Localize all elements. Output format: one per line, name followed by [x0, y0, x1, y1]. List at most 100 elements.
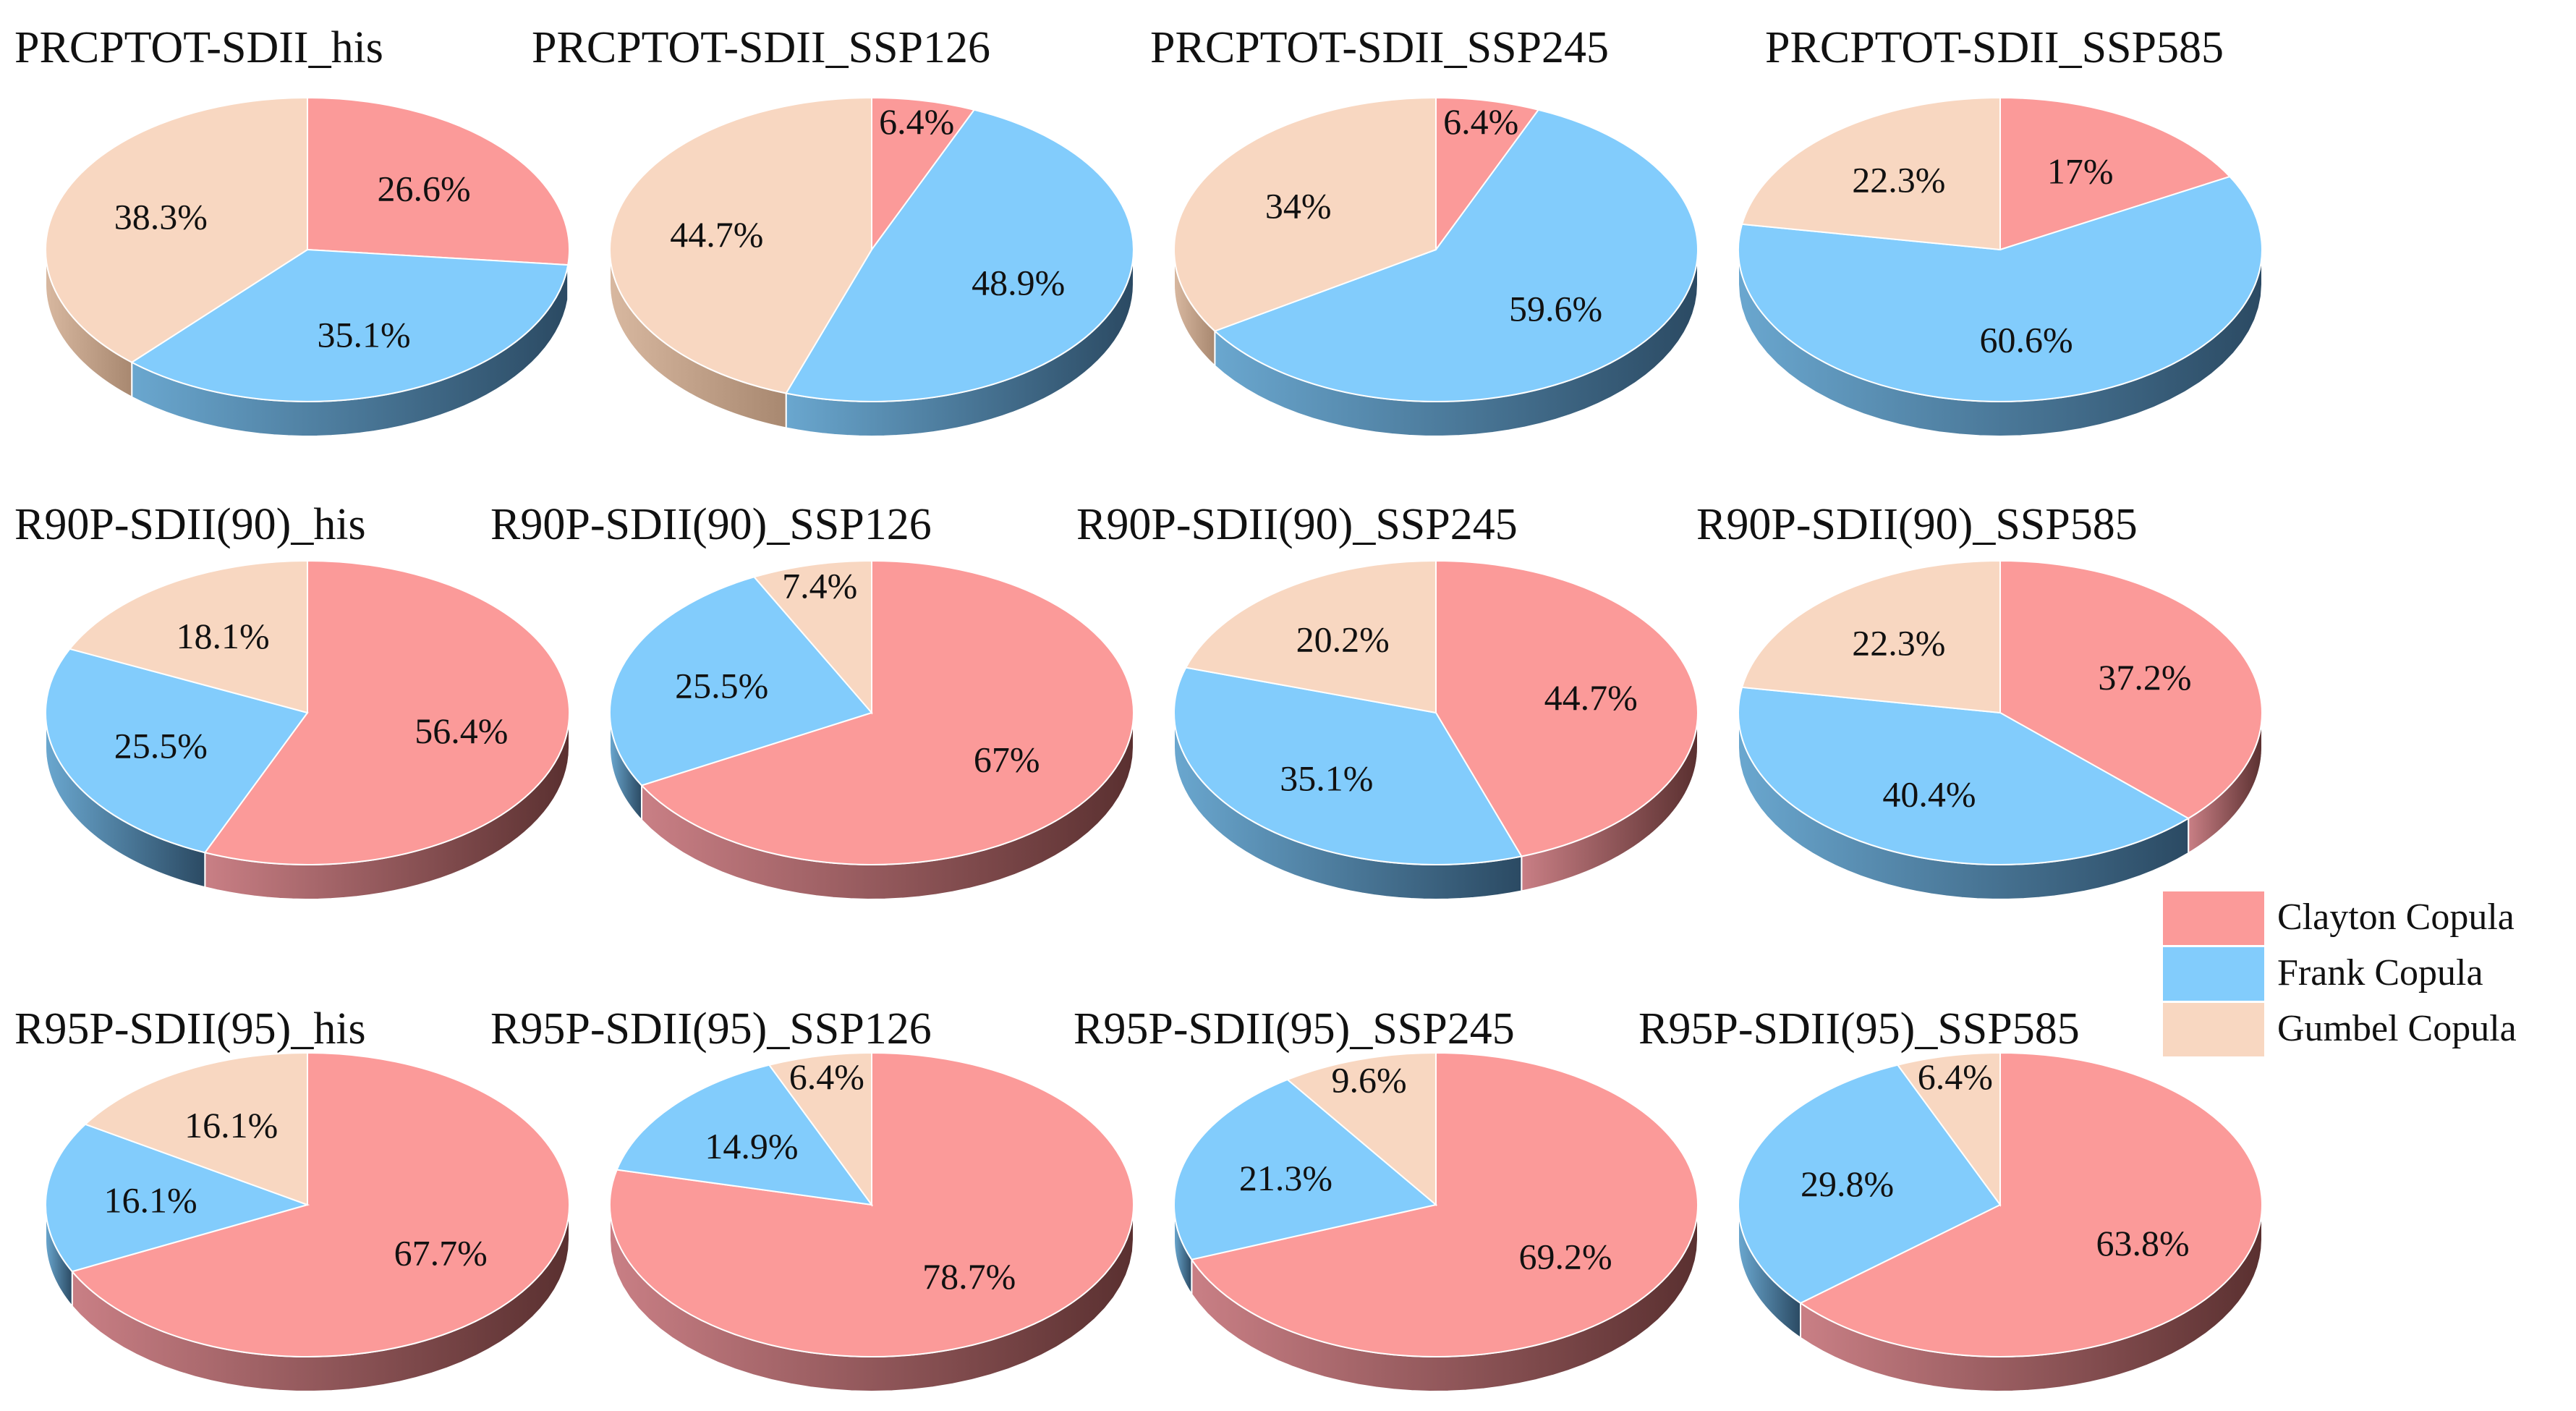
pie-slice-label: 44.7%: [1544, 677, 1638, 718]
pie-slice-frank: [1173, 1078, 1438, 1260]
pie-slice-clayton: [1435, 559, 1699, 857]
pie-slice-label: 22.3%: [1852, 623, 1945, 664]
pie-slice-label: 69.2%: [1519, 1236, 1612, 1276]
pie-slice-gumbel: [1184, 559, 1437, 714]
pie-slice-label: 6.4%: [789, 1056, 864, 1097]
pie-slice-label: 26.6%: [378, 168, 471, 208]
pie-slice-label: 60.6%: [1979, 319, 2073, 360]
pie-slice-label: 67.7%: [394, 1233, 488, 1274]
legend-label: Gumbel Copula: [2277, 1008, 2517, 1049]
pie-chart-9: R95P-SDII(95)_his 67.7% 16.1% 16.1%: [14, 1004, 570, 1392]
pie-slice-label: 34%: [1265, 185, 1332, 226]
pie-slice-clayton: [1190, 1051, 1699, 1357]
pie-slice-label: 7.4%: [782, 565, 857, 606]
pie-slice-frank: [1738, 1064, 2002, 1305]
legend-item-gumbel: Gumbel Copula: [2163, 1003, 2517, 1056]
legend-swatch-gumbel: [2163, 1003, 2264, 1056]
pie-slice-gumbel: [1173, 96, 1437, 332]
pies-layer: PRCPTOT-SDII_his26.6%35.1%38.3%PRCPTOT-S…: [14, 23, 2263, 1393]
pie-slice-clayton: [871, 96, 976, 253]
pie-slice-label: 63.8%: [2096, 1223, 2190, 1263]
pie-slice-label: 56.4%: [415, 711, 508, 751]
pie-slice-gumbel: [1896, 1051, 2001, 1208]
pie-slice-frank: [785, 109, 1134, 402]
pie-slice-clayton: [1435, 96, 1540, 253]
pie-chart-7: R90P-SDII(90)_SSP245 44.7% 35.1% 20.2%: [1076, 500, 1699, 901]
pie-slice-clayton: [1999, 559, 2263, 820]
pie-slice-label: 37.2%: [2098, 657, 2191, 698]
pie-chart-3: PRCPTOT-SDII_SSP245 6.4% 59.6% 34%: [1150, 23, 1699, 437]
pie-slice-frank: [130, 248, 569, 403]
pie-chart-11: R95P-SDII(95)_SSP245 69.2% 21.3% 9.6%: [1074, 1004, 1699, 1392]
pie-title: R95P-SDII(95)_SSP585: [1638, 1004, 2080, 1054]
pie-title: PRCPTOT-SDII_SSP126: [532, 23, 990, 72]
pie-slice-label: 16.1%: [104, 1179, 197, 1220]
pie-slice-label: 35.1%: [1280, 758, 1373, 798]
pie-slice-label: 38.3%: [114, 197, 208, 237]
pie-slice-label: 25.5%: [114, 725, 208, 766]
pie-slice-gumbel: [68, 559, 308, 714]
pie-slice-label: 59.6%: [1509, 289, 1602, 329]
pie-title: R95P-SDII(95)_SSP126: [490, 1004, 932, 1054]
pie-title: PRCPTOT-SDII_SSP245: [1150, 23, 1609, 72]
pie-slice-frank: [609, 576, 873, 787]
pie-slice-label: 9.6%: [1332, 1060, 1407, 1101]
pie-slice-clayton: [203, 559, 570, 865]
pie-slice-clayton: [1999, 96, 2232, 251]
pie-slice-frank: [1213, 109, 1699, 402]
pie-slice-label: 48.9%: [972, 262, 1065, 302]
legend-item-clayton: Clayton Copula: [2163, 891, 2515, 945]
pie-chart-8: R90P-SDII(90)_SSP585 37.2% 40.4% 22.3%: [1696, 500, 2263, 900]
pie-slice-gumbel: [1740, 559, 2001, 714]
pie-chart-2: PRCPTOT-SDII_SSP126 6.4% 48.9% 44.7%: [532, 23, 1134, 438]
pie-slice-label: 18.1%: [176, 616, 269, 656]
legend-label: Clayton Copula: [2277, 897, 2515, 938]
pie-slice-clayton: [307, 96, 570, 266]
pie-title: R95P-SDII(95)_SSP245: [1074, 1004, 1515, 1054]
legend-label: Frank Copula: [2277, 952, 2483, 993]
pie-chart-4: PRCPTOT-SDII_SSP585 17% 60.6% 22.3%: [1738, 23, 2263, 438]
pie-slice-gumbel: [752, 559, 872, 715]
legend-item-frank: Frank Copula: [2163, 947, 2483, 1001]
pie-slice-label: 6.4%: [1918, 1056, 1993, 1097]
pie-slice-gumbel: [1285, 1051, 1437, 1207]
pie-slice-label: 40.4%: [1882, 774, 1976, 814]
pie-chart-1: PRCPTOT-SDII_his 26.6% 35.1% 38.3%: [14, 23, 570, 437]
pie-slice-label: 14.9%: [705, 1126, 798, 1166]
pie-chart-12: R95P-SDII(95)_SSP585 63.8% 29.8% 6.4%: [1638, 1004, 2263, 1392]
pie-slice-frank: [45, 1123, 310, 1273]
pie-slice-label: 20.2%: [1296, 619, 1390, 660]
pie-slice-gumbel: [84, 1051, 308, 1206]
pie-title: PRCPTOT-SDII_his: [14, 23, 383, 72]
pie-slice-label: 25.5%: [675, 665, 768, 706]
pie-slice-label: 17%: [2047, 151, 2114, 192]
pie-slice-label: 22.3%: [1852, 160, 1945, 200]
pie-title: R90P-SDII(90)_SSP126: [490, 500, 932, 549]
pie-title: PRCPTOT-SDII_SSP585: [1765, 23, 2224, 72]
pie-slice-gumbel: [609, 96, 872, 394]
legend: Clayton Copula Frank Copula Gumbel Copula: [2163, 891, 2517, 1056]
pie-slice-frank: [1173, 666, 1523, 865]
pie-slice-frank: [1738, 175, 2263, 402]
pie-chart-10: R95P-SDII(95)_SSP126 78.7% 14.9% 6.4%: [490, 1004, 1134, 1393]
pie-chart-5: R90P-SDII(90)_his 56.4% 25.5% 18.1%: [14, 500, 570, 900]
pie-title: R90P-SDII(90)_SSP585: [1696, 500, 2138, 549]
legend-swatch-clayton: [2163, 891, 2264, 945]
pie-slice-label: 78.7%: [922, 1256, 1016, 1297]
pie-slice-label: 6.4%: [1443, 101, 1518, 142]
pie-slice-frank: [1738, 686, 2190, 865]
pie-slice-frank: [44, 648, 309, 854]
pie-slice-gumbel: [768, 1051, 872, 1208]
pie-slice-gumbel: [1740, 96, 2001, 251]
legend-swatch-frank: [2163, 947, 2264, 1001]
pie-slice-clayton: [1799, 1051, 2263, 1357]
pie-slice-label: 29.8%: [1801, 1164, 1894, 1204]
pie-slice-clayton: [70, 1051, 570, 1357]
pie-chart-6: R90P-SDII(90)_SSP126 67% 25.5% 7.4%: [490, 500, 1134, 900]
pie-title: R95P-SDII(95)_his: [14, 1004, 366, 1054]
pie-slice-label: 35.1%: [317, 315, 410, 355]
pie-slice-clayton: [640, 559, 1134, 865]
pie-slice-label: 16.1%: [184, 1105, 278, 1145]
pie-slice-label: 6.4%: [879, 101, 954, 142]
